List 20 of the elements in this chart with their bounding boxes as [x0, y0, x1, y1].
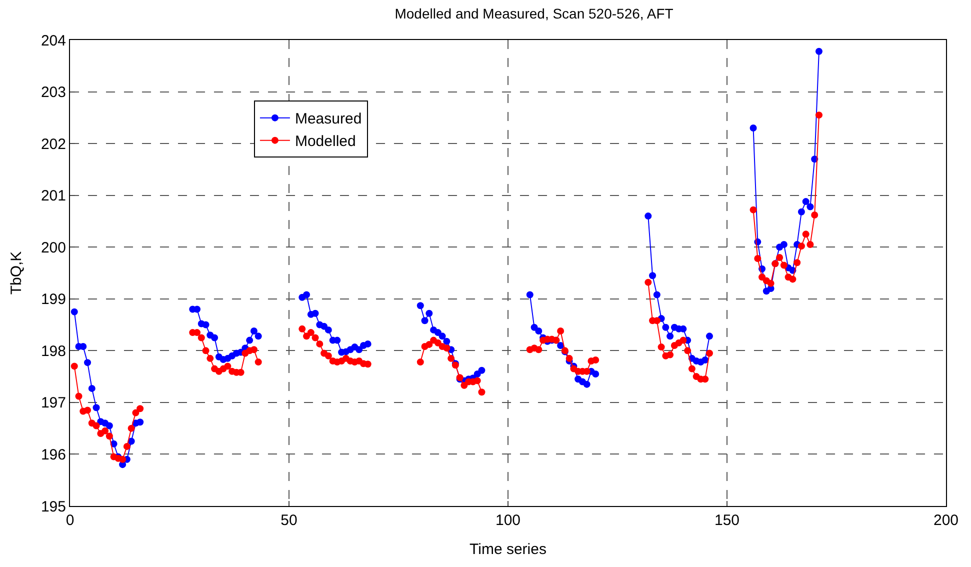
x-tick-label: 50 — [280, 512, 298, 529]
x-tick-label: 100 — [495, 512, 521, 529]
y-tick-label: 201 — [40, 188, 66, 205]
y-tick-label: 199 — [40, 291, 66, 308]
y-tick-label: 202 — [40, 136, 66, 153]
legend-label: Modelled — [294, 133, 356, 150]
y-tick-label: 198 — [40, 342, 66, 360]
y-tick-label: 197 — [40, 394, 66, 412]
y-axis-title: TbQ,K — [8, 251, 26, 295]
y-tick-label: 196 — [40, 446, 66, 464]
x-tick-label: 200 — [933, 512, 959, 529]
x-axis-title: Time series — [470, 541, 546, 558]
y-tick-label: 200 — [40, 239, 66, 256]
x-tick-label: 150 — [714, 512, 740, 529]
legend-label: Measured — [294, 110, 362, 128]
chart-title: Modelled and Measured, Scan 520-526, AFT — [394, 5, 674, 22]
y-tick-label: 204 — [40, 32, 66, 50]
y-tick-label: 195 — [40, 498, 66, 516]
y-tick-label: 203 — [40, 84, 66, 102]
x-tick-label: 0 — [66, 512, 74, 529]
